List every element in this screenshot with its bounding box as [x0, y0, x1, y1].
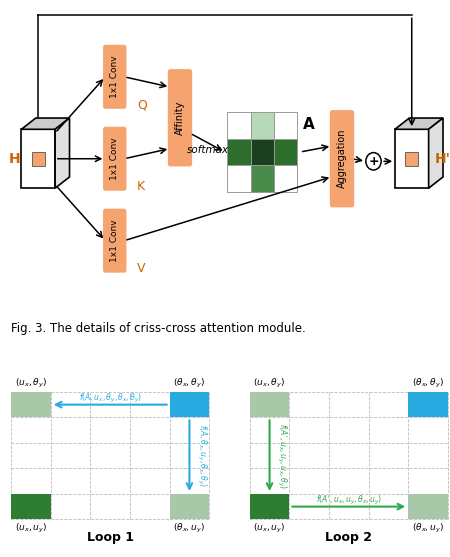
Bar [227, 165, 251, 192]
Bar [227, 139, 251, 165]
Text: K: K [137, 180, 145, 193]
Text: A: A [303, 116, 315, 131]
Text: H: H [9, 152, 20, 166]
Text: $(\theta_x,\theta_y)$: $(\theta_x,\theta_y)$ [173, 377, 205, 389]
Bar [408, 392, 448, 417]
Text: $(u_x,u_y)$: $(u_x,u_y)$ [15, 522, 47, 535]
Text: Fig. 3. The details of criss-cross attention module.: Fig. 3. The details of criss-cross atten… [11, 321, 306, 335]
Text: 1x1 Conv: 1x1 Conv [110, 138, 119, 180]
Polygon shape [395, 129, 428, 188]
Text: $(u_x,\theta_y)$: $(u_x,\theta_y)$ [253, 377, 285, 389]
FancyBboxPatch shape [103, 209, 126, 273]
Bar [11, 392, 51, 417]
Text: $(u_x,\theta_y)$: $(u_x,\theta_y)$ [15, 377, 47, 389]
Bar [408, 494, 448, 519]
Text: $(\theta_x,u_y)$: $(\theta_x,u_y)$ [173, 522, 205, 535]
Text: Affinity: Affinity [175, 101, 185, 135]
Text: +: + [368, 155, 379, 168]
Bar [170, 494, 209, 519]
Bar [274, 165, 297, 192]
Text: H': H' [435, 152, 450, 166]
Text: $(\theta_x,\theta_y)$: $(\theta_x,\theta_y)$ [412, 377, 444, 389]
FancyBboxPatch shape [168, 69, 192, 167]
Text: Loop 2: Loop 2 [325, 531, 372, 544]
Bar [251, 139, 274, 165]
Bar [250, 494, 289, 519]
Polygon shape [428, 118, 443, 188]
Bar [251, 165, 274, 192]
Text: softmax: softmax [187, 144, 230, 154]
Polygon shape [22, 129, 55, 188]
FancyBboxPatch shape [103, 127, 126, 190]
Text: $f(A', u_x,u_y, u_x,\theta_y)$: $f(A', u_x,u_y, u_x,\theta_y)$ [275, 423, 288, 488]
Polygon shape [55, 118, 70, 188]
Text: V: V [137, 262, 146, 275]
Bar [32, 152, 45, 166]
Bar [274, 112, 297, 139]
Text: $(u_x,u_y)$: $(u_x,u_y)$ [253, 522, 286, 535]
Text: Aggregation: Aggregation [337, 129, 347, 188]
Bar [250, 392, 289, 417]
Text: $(\theta_x,u_y)$: $(\theta_x,u_y)$ [412, 522, 444, 535]
Text: 1x1 Conv: 1x1 Conv [110, 56, 119, 98]
Text: $f(A, \theta_x,u_y, \theta_x,\theta_y)$: $f(A, \theta_x,u_y, \theta_x,\theta_y)$ [195, 424, 208, 487]
Text: Q: Q [137, 99, 147, 111]
Bar [170, 392, 209, 417]
Polygon shape [22, 118, 70, 129]
Text: $f(A', u_x,u_y, \theta_x,u_y)$: $f(A', u_x,u_y, \theta_x,u_y)$ [316, 494, 382, 507]
Polygon shape [395, 118, 443, 129]
FancyBboxPatch shape [330, 110, 354, 207]
Bar [405, 152, 418, 166]
FancyBboxPatch shape [103, 45, 126, 109]
Bar [11, 494, 51, 519]
Text: 1x1 Conv: 1x1 Conv [110, 219, 119, 262]
Text: Loop 1: Loop 1 [87, 531, 134, 544]
Text: $f(A,u_x,\theta_y, \theta_x,\theta_y)$: $f(A,u_x,\theta_y, \theta_x,\theta_y)$ [79, 392, 142, 405]
Bar [227, 112, 251, 139]
Bar [251, 112, 274, 139]
Bar [274, 139, 297, 165]
Circle shape [366, 153, 381, 170]
